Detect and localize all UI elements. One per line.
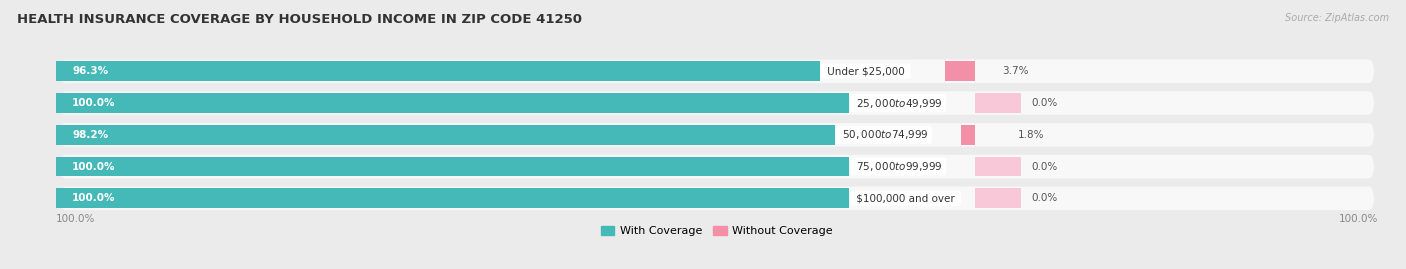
Bar [56, 189, 849, 208]
Bar [56, 125, 835, 145]
Text: 0.0%: 0.0% [1032, 193, 1057, 203]
Text: 100.0%: 100.0% [1339, 214, 1378, 224]
Text: 98.2%: 98.2% [72, 130, 108, 140]
Text: $50,000 to $74,999: $50,000 to $74,999 [839, 128, 929, 141]
Bar [974, 189, 1021, 208]
Text: 100.0%: 100.0% [72, 162, 115, 172]
FancyBboxPatch shape [60, 155, 1374, 178]
Bar [960, 125, 974, 145]
Bar [56, 157, 849, 176]
Bar [974, 93, 1021, 113]
Text: 96.3%: 96.3% [72, 66, 108, 76]
FancyBboxPatch shape [60, 187, 1374, 210]
Text: 0.0%: 0.0% [1032, 98, 1057, 108]
Bar [945, 61, 974, 81]
Text: $25,000 to $49,999: $25,000 to $49,999 [853, 97, 943, 109]
FancyBboxPatch shape [60, 91, 1374, 115]
Text: 100.0%: 100.0% [72, 193, 115, 203]
Text: 1.8%: 1.8% [1018, 130, 1043, 140]
FancyBboxPatch shape [60, 59, 1374, 83]
Bar [56, 93, 849, 113]
Text: HEALTH INSURANCE COVERAGE BY HOUSEHOLD INCOME IN ZIP CODE 41250: HEALTH INSURANCE COVERAGE BY HOUSEHOLD I… [17, 13, 582, 26]
Legend: With Coverage, Without Coverage: With Coverage, Without Coverage [596, 221, 838, 241]
Text: 100.0%: 100.0% [72, 98, 115, 108]
FancyBboxPatch shape [60, 123, 1374, 147]
Text: 100.0%: 100.0% [56, 214, 96, 224]
Bar [974, 157, 1021, 176]
Text: 0.0%: 0.0% [1032, 162, 1057, 172]
Text: Under $25,000: Under $25,000 [824, 66, 908, 76]
Text: $75,000 to $99,999: $75,000 to $99,999 [853, 160, 943, 173]
Text: $100,000 and over: $100,000 and over [853, 193, 957, 203]
Text: Source: ZipAtlas.com: Source: ZipAtlas.com [1285, 13, 1389, 23]
Text: 3.7%: 3.7% [1002, 66, 1029, 76]
Bar [56, 61, 820, 81]
